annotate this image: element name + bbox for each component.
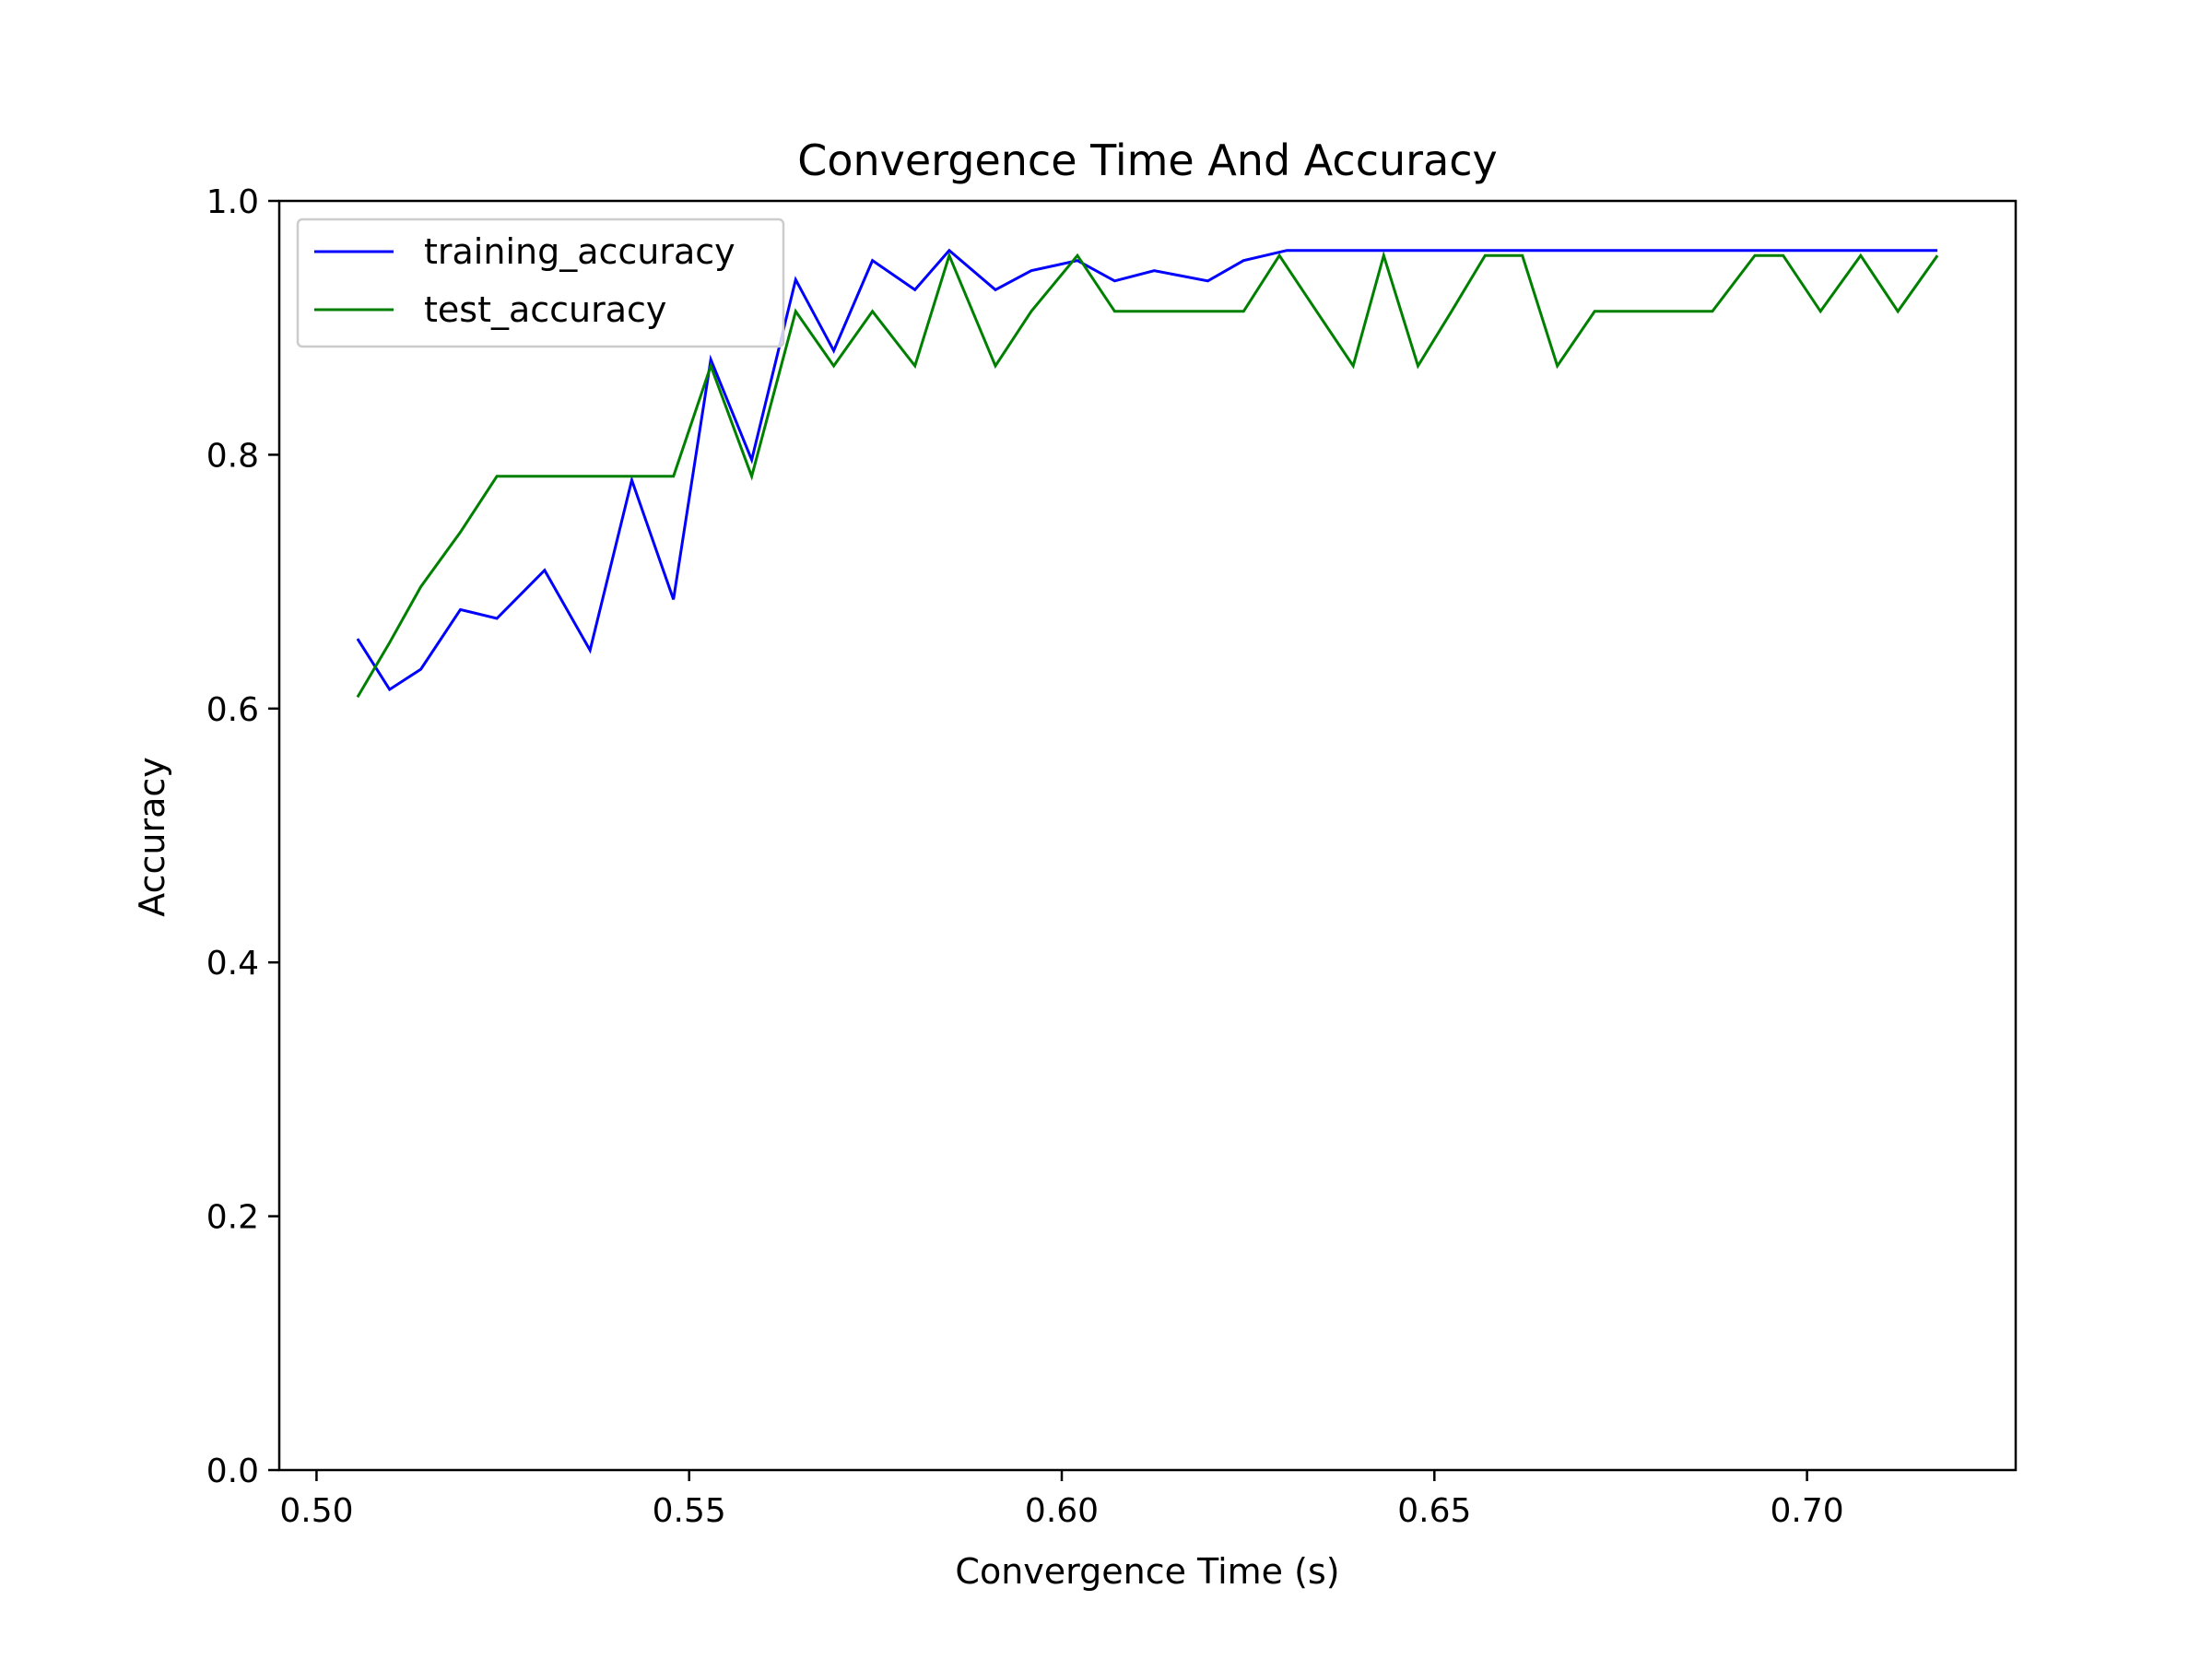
y-tick-label: 1.0 xyxy=(206,183,259,221)
y-tick-label: 0.6 xyxy=(206,691,259,729)
chart-title: Convergence Time And Accuracy xyxy=(797,135,1498,185)
x-tick-label: 0.65 xyxy=(1397,1492,1471,1530)
y-tick-label: 0.0 xyxy=(206,1453,259,1490)
legend-label-training-accuracy: training_accuracy xyxy=(424,231,735,272)
x-tick-label: 0.60 xyxy=(1025,1492,1099,1530)
legend-label-test-accuracy: test_accuracy xyxy=(424,289,666,330)
y-tick-label: 0.8 xyxy=(206,437,259,475)
x-tick-label: 0.70 xyxy=(1771,1492,1844,1530)
plot-frame xyxy=(277,199,2018,1472)
x-tick-label: 0.50 xyxy=(279,1492,353,1530)
y-tick-label: 0.2 xyxy=(206,1199,259,1237)
y-axis-label: Accuracy xyxy=(132,757,172,917)
series-line-training-accuracy xyxy=(356,248,1938,692)
y-tick-label: 0.4 xyxy=(206,945,259,982)
plot-area: 0.50 0.55 0.60 0.65 0.70 0.0 0.2 0.4 0.6 0.8 1.0 tr… xyxy=(206,183,2018,1530)
legend-box xyxy=(296,218,785,348)
x-axis-label: Convergence Time (s) xyxy=(955,1551,1339,1592)
x-tick-label: 0.55 xyxy=(653,1492,726,1530)
series-line-test-accuracy xyxy=(356,250,1939,699)
